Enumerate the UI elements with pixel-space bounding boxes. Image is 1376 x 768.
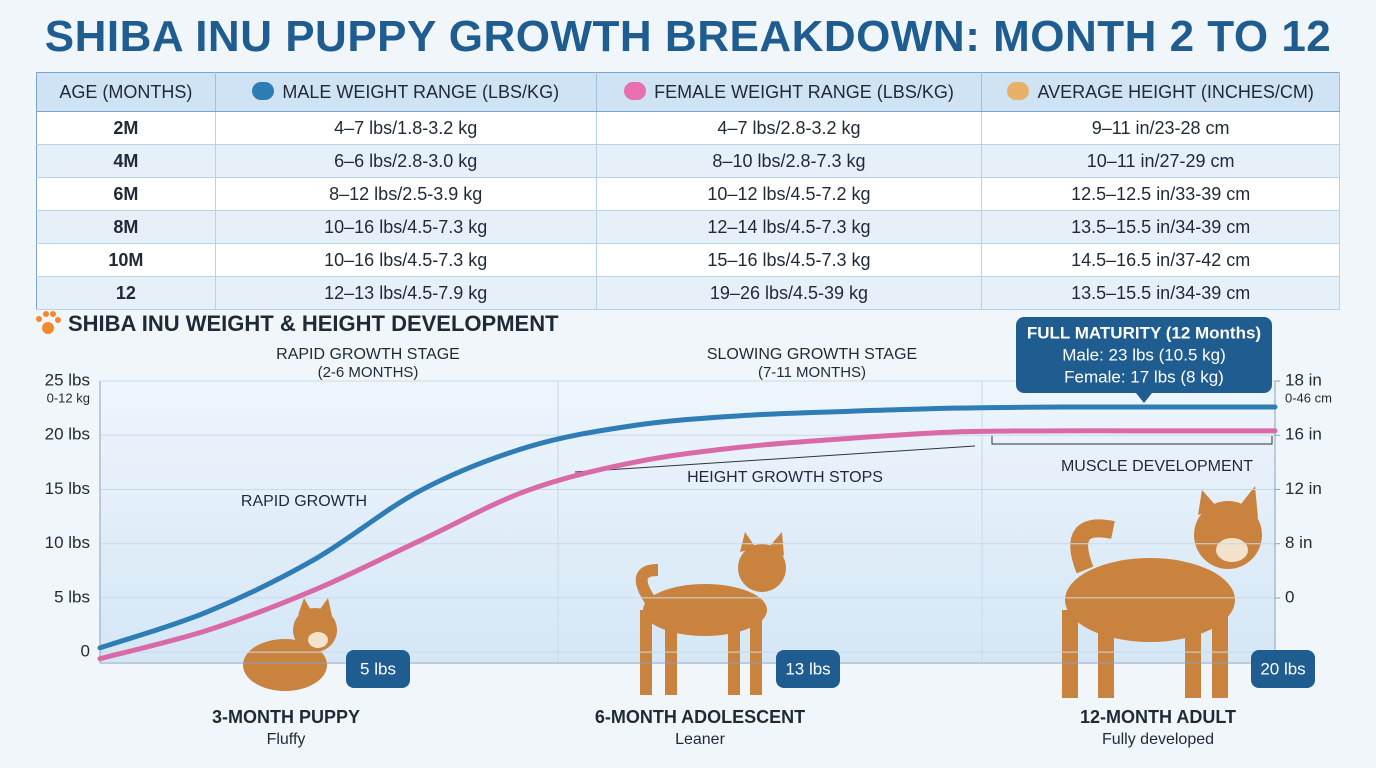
y2-tick-label: 12 in [1285,479,1322,498]
callout-title: FULL MATURITY (12 Months) [1027,323,1261,342]
table-cell: 4–7 lbs/2.8-3.2 kg [596,111,983,145]
callout-line: Male: 23 lbs (10.5 kg) [1062,345,1225,364]
weight-badge-text: 5 lbs [360,659,396,678]
y-tick-label: 10 lbs [45,533,90,552]
y2-tick-label: 18 in [1285,370,1322,389]
series-line [97,428,1278,662]
chart-title: SHIBA INU WEIGHT & HEIGHT DEVELOPMENT [68,311,559,336]
dog-label: 12-MONTH ADULT [1080,707,1236,727]
table-cell: 6M [36,177,216,211]
page-title: SHIBA INU PUPPY GROWTH BREAKDOWN: MONTH … [44,12,1332,61]
y-axis-label: 0-12 kg [47,390,90,405]
table-cell: 10–11 in/27-29 cm [981,144,1340,178]
weight-badge [1251,650,1315,688]
callout-box [1016,317,1272,393]
stage-title: SLOWING GROWTH STAGE [707,346,917,363]
weight-badge [776,650,840,688]
column-header-text: FEMALE WEIGHT RANGE (LBS/KG) [654,81,954,102]
table-cell: 10–16 lbs/4.5-7.3 kg [215,243,597,277]
weight-badge-text: 13 lbs [785,659,830,678]
table-row: 2M 4–7 lbs/1.8-3.2 kg 4–7 lbs/2.8-3.2 kg 9–… [36,111,1340,145]
y2-tick-label: 0 [1285,587,1294,606]
table-cell: 6–6 lbs/2.8-3.0 kg [215,144,597,178]
y-tick-label: 5 lbs [54,587,90,606]
header-icon [252,81,275,100]
stage-subtitle: (7-11 MONTHS) [758,364,866,381]
stage-title: RAPID GROWTH STAGE [276,346,460,363]
annotation-bracket [991,436,1273,445]
column-header: FEMALE WEIGHT RANGE (LBS/KG) [596,72,983,112]
dog-caption: Leaner [675,731,725,748]
header-icon [1007,81,1030,100]
column-header: MALE WEIGHT RANGE (LBS/KG) [215,72,597,112]
table-row: 8M 10–16 lbs/4.5-7.3 kg 12–14 lbs/4.5-7.3 … [36,210,1340,244]
table-cell: 14.5–16.5 in/37-42 cm [981,243,1340,277]
dog-caption: Fully developed [1102,731,1214,748]
y2-tick-label: 8 in [1285,533,1312,552]
table-cell: 19–26 lbs/4.5-39 kg [596,276,983,310]
weight-badge-text: 20 lbs [1260,659,1305,678]
y2-tick-label: 16 in [1285,425,1322,444]
weight-badge [346,650,410,688]
stage-subtitle: (2-6 MONTHS) [318,364,419,381]
y2-axis-label: 0-46 cm [1285,390,1332,405]
annotation: RAPID GROWTH [241,493,367,510]
header-icon [624,81,647,100]
table-cell: 13.5–15.5 in/34-39 cm [981,210,1340,244]
table-row: 4M 6–6 lbs/2.8-3.0 kg 8–10 lbs/2.8-7.3 kg 1… [36,144,1340,178]
table-cell: 12.5–12.5 in/33-39 cm [981,177,1340,211]
table-row: 12 12–13 lbs/4.5-7.9 kg 19–26 lbs/4.5-39 k… [36,276,1340,310]
column-header-text: MALE WEIGHT RANGE (LBS/KG) [282,81,560,102]
paw-icon [36,311,61,334]
table-row: 10M 10–16 lbs/4.5-7.3 kg 15–16 lbs/4.5-7.3… [36,243,1340,277]
series-line [97,404,1278,651]
dog-caption: Fluffy [267,731,306,748]
header-row: AGE (MONTHS) MALE WEIGHT RANGE (LBS/KG) FE… [36,72,1340,112]
dog-label: 3-MONTH PUPPY [212,707,360,727]
table-cell: 12–13 lbs/4.5-7.9 kg [215,276,597,310]
table-cell: 8–10 lbs/2.8-7.3 kg [596,144,983,178]
table-cell: 4M [36,144,216,178]
annotation: MUSCLE DEVELOPMENT [1061,458,1253,475]
column-header-text: AGE (MONTHS) [59,81,193,102]
dog-label: 6-MONTH ADOLESCENT [595,707,805,727]
table-body: 2M 4–7 lbs/1.8-3.2 kg 4–7 lbs/2.8-3.2 kg 9–… [36,111,1340,310]
table-cell: 9–11 in/23-28 cm [981,111,1340,145]
table-cell: 2M [36,111,216,145]
table-cell: 4–7 lbs/1.8-3.2 kg [215,111,597,145]
callout-pointer [1136,393,1152,403]
annotation: HEIGHT GROWTH STOPS [687,469,883,486]
table-cell: 15–16 lbs/4.5-7.3 kg [596,243,983,277]
table-cell: 8–12 lbs/2.5-3.9 kg [215,177,597,211]
y-tick-label: 20 lbs [45,425,90,444]
table-cell: 12–14 lbs/4.5-7.3 kg [596,210,983,244]
callout-line: Female: 17 lbs (8 kg) [1064,367,1224,386]
table-row: 6M 8–12 lbs/2.5-3.9 kg 10–12 lbs/4.5-7.2 k… [36,177,1340,211]
annotation-line [574,445,976,473]
table-cell: 13.5–15.5 in/34-39 cm [981,276,1340,310]
y-tick-label: 0 [81,642,90,661]
table-cell: 10–16 lbs/4.5-7.3 kg [215,210,597,244]
y-tick-label: 15 lbs [45,479,90,498]
growth-table: AGE (MONTHS) MALE WEIGHT RANGE (LBS/KG) FE… [36,72,1340,310]
table-cell: 12 [36,276,216,310]
table-cell: 10–12 lbs/4.5-7.2 kg [596,177,983,211]
y-tick-label: 25 lbs [45,370,90,389]
column-header-text: AVERAGE HEIGHT (INCHES/CM) [1037,81,1314,102]
column-header: AVERAGE HEIGHT (INCHES/CM) [981,72,1340,112]
table-cell: 8M [36,210,216,244]
table-cell: 10M [36,243,216,277]
column-header: AGE (MONTHS) [36,72,216,112]
